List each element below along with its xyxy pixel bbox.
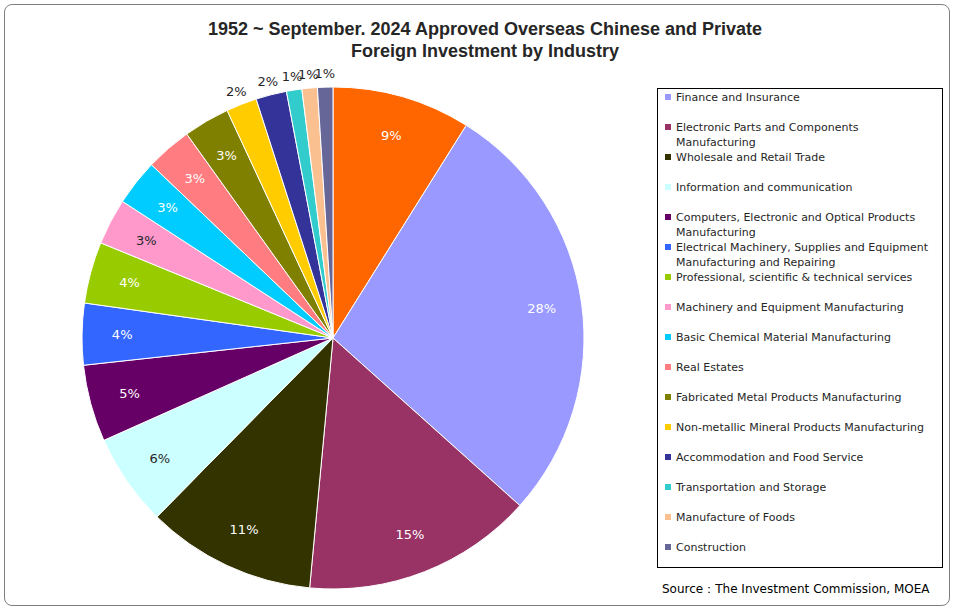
- legend-item: Wholesale and Retail Trade: [665, 150, 937, 165]
- pie-slice: [317, 87, 333, 338]
- legend-label: Manufacture of Foods: [676, 511, 795, 524]
- legend-swatch: [665, 364, 671, 370]
- data-label: 3%: [184, 171, 205, 186]
- source: Source：The Investment Commission, MOEA: [662, 581, 930, 598]
- chart-svg: 9%28%15%11%6%5%4%4%3%3%3%3%2%2%1%1%1%: [0, 0, 956, 612]
- legend-swatch: [665, 124, 671, 130]
- legend-item: Machinery and Equipment Manufacturing: [665, 300, 937, 315]
- legend-swatch: [665, 304, 671, 310]
- legend-swatch: [665, 244, 671, 250]
- data-label: 5%: [119, 386, 140, 401]
- legend-label: Accommodation and Food Service: [676, 451, 863, 464]
- data-label: 2%: [226, 84, 247, 99]
- legend-label: Non-metallic Mineral Products Manufactur…: [676, 421, 924, 434]
- data-labels: 9%28%15%11%6%5%4%4%3%3%3%3%2%2%1%1%1%: [112, 66, 556, 542]
- legend-item: Accommodation and Food Service: [665, 450, 937, 465]
- legend-swatch: [665, 214, 671, 220]
- legend-label: Professional, scientific & technical ser…: [676, 271, 912, 284]
- pie-slice: [310, 338, 520, 589]
- data-label: 9%: [381, 128, 402, 143]
- legend-label: Finance and Insurance: [676, 91, 800, 104]
- legend-swatch: [665, 184, 671, 190]
- legend-swatch: [665, 394, 671, 400]
- legend-item: Professional, scientific & technical ser…: [665, 270, 937, 285]
- title: 1952 ~ September. 2024 Approved Overseas…: [190, 18, 780, 62]
- data-label: 6%: [149, 451, 170, 466]
- legend-label: Machinery and Equipment Manufacturing: [676, 301, 904, 314]
- data-label: 4%: [119, 275, 140, 290]
- data-label: 1%: [314, 66, 335, 81]
- legend-label: Information and communication: [676, 181, 852, 194]
- legend-label: Fabricated Metal Products Manufacturing: [676, 391, 901, 404]
- data-label: 3%: [157, 200, 178, 215]
- legend-swatch: [665, 94, 671, 100]
- legend-swatch: [665, 484, 671, 490]
- data-label: 3%: [216, 148, 237, 163]
- legend-swatch: [665, 334, 671, 340]
- legend-label: Construction: [676, 541, 746, 554]
- legend-label: Transportation and Storage: [676, 481, 826, 494]
- legend-swatch: [665, 154, 671, 160]
- legend-swatch: [665, 424, 671, 430]
- pie-slice: [302, 87, 333, 338]
- data-label: 11%: [230, 522, 259, 537]
- legend-item: Construction: [665, 540, 937, 555]
- legend-item: Information and communication: [665, 180, 937, 195]
- legend-item: Real Estates: [665, 360, 937, 375]
- legend-item: Electrical Machinery, Supplies and Equip…: [665, 240, 937, 270]
- legend-label: Wholesale and Retail Trade: [676, 151, 825, 164]
- legend-swatch: [665, 514, 671, 520]
- slices: [82, 87, 584, 589]
- legend-label: Computers, Electronic and Optical Produc…: [676, 211, 915, 239]
- legend-swatch: [665, 544, 671, 550]
- data-label: 3%: [136, 233, 157, 248]
- legend-swatch: [665, 274, 671, 280]
- legend-label: Electronic Parts and Components Manufact…: [676, 121, 858, 149]
- legend-item: Finance and Insurance: [665, 90, 937, 105]
- legend-item: Fabricated Metal Products Manufacturing: [665, 390, 937, 405]
- legend-item: Manufacture of Foods: [665, 510, 937, 525]
- legend-label: Real Estates: [676, 361, 744, 374]
- data-label: 28%: [527, 301, 556, 316]
- legend-swatch: [665, 454, 671, 460]
- data-label: 2%: [257, 74, 278, 89]
- data-label: 15%: [395, 527, 424, 542]
- legend-item: Computers, Electronic and Optical Produc…: [665, 210, 937, 240]
- legend-item: Non-metallic Mineral Products Manufactur…: [665, 420, 937, 435]
- legend-label: Basic Chemical Material Manufacturing: [676, 331, 891, 344]
- legend-item: Electronic Parts and Components Manufact…: [665, 120, 937, 150]
- legend-item: Transportation and Storage: [665, 480, 937, 495]
- legend-item: Basic Chemical Material Manufacturing: [665, 330, 937, 345]
- legend: Finance and Insurance Electronic Parts an…: [657, 88, 943, 568]
- legend-label: Electrical Machinery, Supplies and Equip…: [676, 241, 928, 269]
- data-label: 4%: [112, 327, 133, 342]
